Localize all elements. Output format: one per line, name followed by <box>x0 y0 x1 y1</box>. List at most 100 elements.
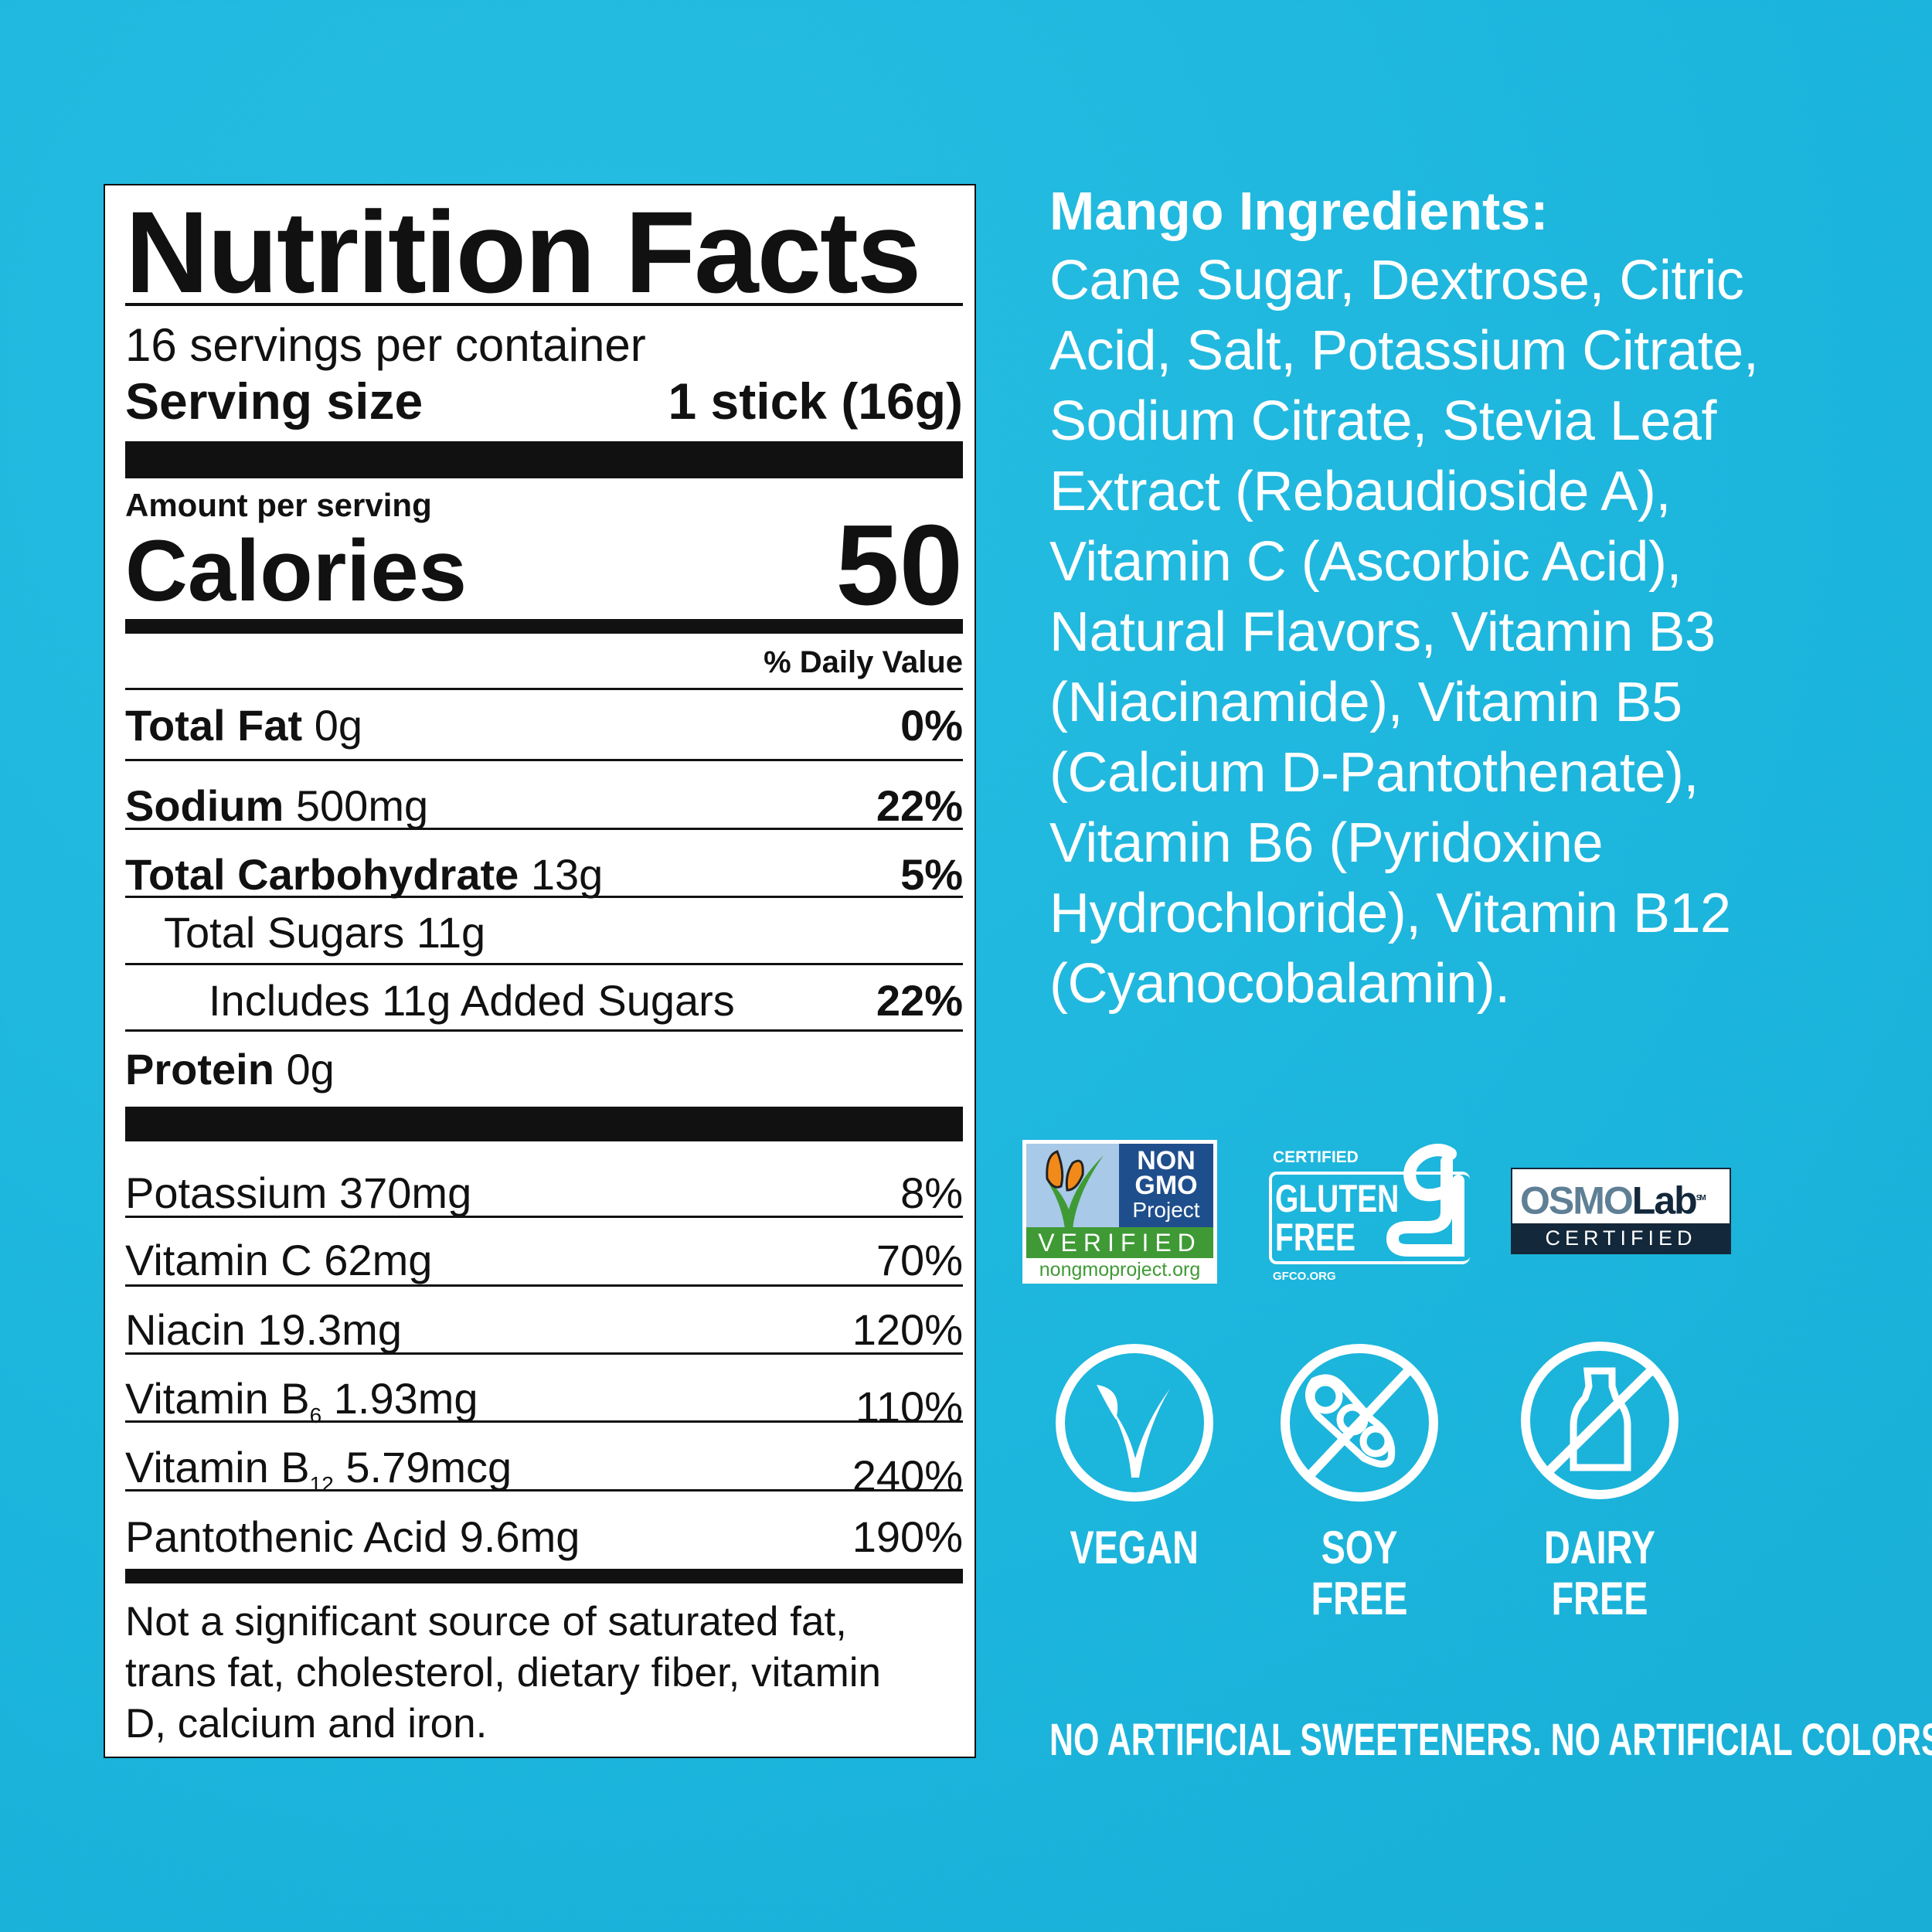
ingredients-line: Sodium Citrate, Stevia Leaf <box>1049 390 1716 452</box>
nutrient-row-vitamin-c: Vitamin C 62mg 70% <box>125 1236 963 1285</box>
medium-divider <box>125 619 963 634</box>
ingredients-line: Cane Sugar, Dextrose, Citric <box>1049 250 1744 311</box>
nutrient-row-vitamin-b6: Vitamin B6 1.93mg 110% <box>125 1374 963 1440</box>
ingredients-line: (Niacinamide), Vitamin B5 <box>1049 672 1682 733</box>
divider <box>125 688 963 690</box>
nutrient-subscript: 6 <box>309 1403 322 1428</box>
footnote-line: Not a significant source of saturated fa… <box>125 1599 847 1645</box>
serving-size-value: 1 stick (16g) <box>668 372 964 430</box>
gluten-free-logo: CERTIFIED GLUTEN FREE GFCO.ORG <box>1269 1142 1478 1285</box>
butterfly-icon <box>1046 1150 1104 1229</box>
osmolab-certified-logo: OSMOLabSM CERTIFIED <box>1511 1168 1731 1254</box>
nutrient-dv: 110% <box>855 1383 963 1432</box>
divider <box>125 1420 963 1423</box>
no-dairy-icon <box>1521 1342 1679 1499</box>
nongmo-verified: VERIFIED <box>1026 1227 1213 1258</box>
nutrient-amount: 9.6mg <box>459 1512 580 1561</box>
nutrient-amount: 1.93mg <box>333 1374 478 1423</box>
nutrient-row-protein: Protein 0g <box>125 1045 963 1094</box>
divider <box>125 1284 963 1287</box>
ingredients-line: Hydrochloride), Vitamin B12 <box>1049 883 1731 944</box>
soy-free-label: SOY FREE <box>1311 1522 1408 1624</box>
divider <box>125 828 963 830</box>
nutrient-dv: 8% <box>900 1168 963 1217</box>
nutrient-row-niacin: Niacin 19.3mg 120% <box>125 1305 963 1355</box>
nutrient-dv: 5% <box>900 850 963 899</box>
daily-value-header: % Daily Value <box>764 645 963 679</box>
nutrient-row-added-sugars: Includes 11g Added Sugars 22% <box>125 976 963 1026</box>
medium-divider <box>125 1569 963 1583</box>
nutrient-amount: 5.79mcg <box>345 1443 512 1492</box>
servings-per-container: 16 servings per container <box>125 319 646 371</box>
ingredients-list: Cane Sugar, Dextrose, Citric Acid, Salt,… <box>1049 246 1759 1019</box>
calories-value: 50 <box>835 502 963 629</box>
nutrient-dv: 0% <box>900 701 963 750</box>
divider <box>125 1029 963 1032</box>
nutrient-name: Potassium <box>125 1168 328 1217</box>
gluten-free-text: GLUTEN FREE <box>1275 1177 1400 1259</box>
nutrient-name: Pantothenic Acid <box>125 1512 448 1561</box>
gluten-url: GFCO.ORG <box>1273 1270 1336 1283</box>
nutrient-name: Vitamin B <box>125 1443 310 1492</box>
ingredients-title: Mango Ingredients: <box>1049 181 1549 241</box>
divider <box>125 303 963 306</box>
nongmo-text: Project <box>1132 1198 1200 1222</box>
no-artificial-note: NO ARTIFICIAL SWEETENERS. NO ARTIFICIAL … <box>1049 1715 1932 1765</box>
serving-size-label: Serving size <box>125 372 423 430</box>
gluten-g-icon <box>1386 1144 1464 1257</box>
calories-label: Calories <box>125 522 467 619</box>
nutrient-dv: 22% <box>876 976 963 1025</box>
osmolab-certified-text: CERTIFIED <box>1512 1223 1730 1253</box>
nutrient-row-total-fat: Total Fat 0g 0% <box>125 701 963 750</box>
nutrient-name: Sodium <box>125 781 284 830</box>
no-soy-icon <box>1281 1344 1438 1502</box>
divider <box>125 1352 963 1355</box>
nutrient-dv: 70% <box>876 1236 963 1284</box>
nutrient-amount: 62mg <box>324 1236 433 1284</box>
nutrient-amount: 11g <box>416 908 486 957</box>
thick-divider <box>125 441 963 478</box>
nutrient-dv: 120% <box>852 1305 963 1354</box>
nutrient-name: Total Fat <box>125 701 303 750</box>
nutrient-name: Protein <box>125 1045 274 1094</box>
nutrient-subscript: 12 <box>309 1472 334 1497</box>
nutrient-row-sodium: Sodium 500mg 22% <box>125 781 963 831</box>
divider <box>125 1216 963 1218</box>
nutrient-name: Includes 11g Added Sugars <box>209 976 735 1025</box>
label-title: Nutrition Facts <box>125 187 921 317</box>
footnote-line: trans fat, cholesterol, dietary fiber, v… <box>125 1650 881 1696</box>
nutrient-amount: 500mg <box>295 781 429 830</box>
nutrient-name: Vitamin B <box>125 1374 310 1423</box>
nutrient-row-vitamin-b12: Vitamin B12 5.79mcg 240% <box>125 1443 963 1509</box>
nutrient-row-total-sugars: Total Sugars 11g <box>125 908 963 957</box>
ingredients-line: Vitamin B6 (Pyridoxine <box>1049 812 1604 874</box>
divider <box>125 1489 963 1492</box>
nutrient-dv: 22% <box>876 781 963 830</box>
gluten-certified-text: CERTIFIED <box>1273 1148 1359 1166</box>
nutrient-amount: 370mg <box>339 1168 472 1217</box>
nutrient-name: Vitamin C <box>125 1236 312 1284</box>
nongmo-text: NON <box>1137 1146 1196 1175</box>
nutrient-amount: 0g <box>314 701 363 750</box>
vegan-label: VEGAN <box>1070 1522 1199 1573</box>
nutrient-dv: 240% <box>852 1451 963 1501</box>
nutrient-name: Total Sugars <box>164 908 405 957</box>
ingredients-line: Acid, Salt, Potassium Citrate, <box>1049 320 1759 382</box>
footnote: Not a significant source of saturated fa… <box>125 1597 963 1750</box>
non-gmo-project-logo: NON GMO Project VERIFIED nongmoproject.o… <box>1022 1140 1217 1284</box>
divider <box>125 963 963 965</box>
nutrient-row-total-carbohydrate: Total Carbohydrate 13g 5% <box>125 850 963 900</box>
divider <box>125 759 963 761</box>
amount-per-serving: Amount per serving <box>125 487 432 523</box>
vegan-leaf-icon <box>1056 1344 1213 1502</box>
nutrient-amount: 19.3mg <box>257 1305 402 1354</box>
nongmo-url: nongmoproject.org <box>1039 1259 1201 1281</box>
osmolab-name: OSMOLabSM <box>1520 1179 1706 1223</box>
nutrient-dv: 190% <box>852 1512 963 1561</box>
thick-divider <box>125 1107 963 1141</box>
nutrient-amount: 13g <box>530 850 604 899</box>
ingredients-line: (Calcium D-Pantothenate), <box>1049 742 1699 804</box>
footnote-line: D, calcium and iron. <box>125 1701 488 1747</box>
nutrient-amount: 0g <box>286 1045 335 1094</box>
nutrient-name: Niacin <box>125 1305 246 1354</box>
